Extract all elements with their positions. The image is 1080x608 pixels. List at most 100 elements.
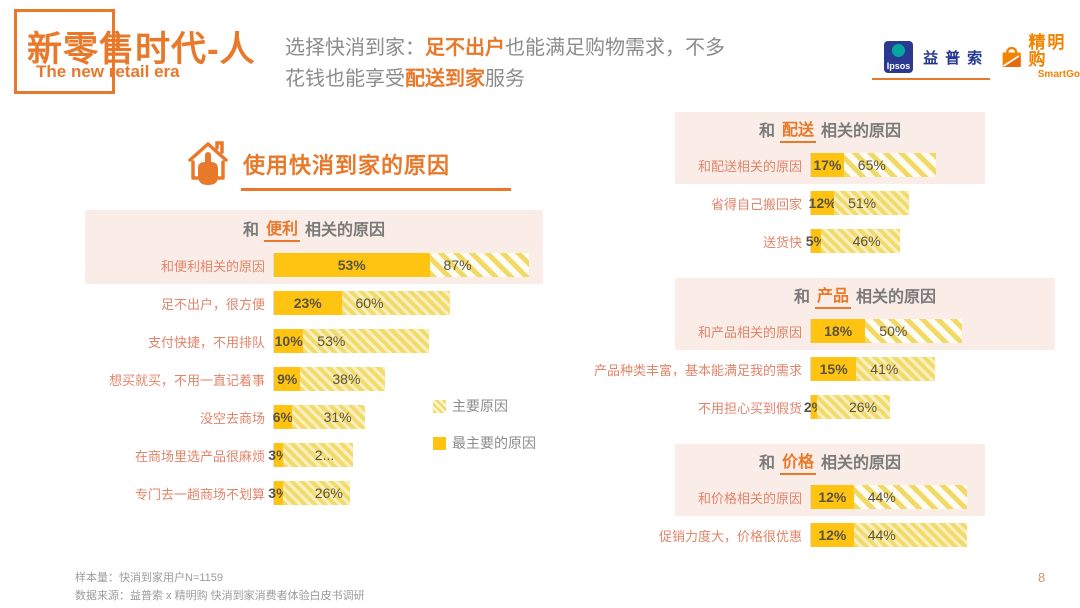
bar-hatch-segment: 46% [820, 229, 900, 253]
chart-title-keyword: 配送 [779, 116, 816, 143]
chart-rows: 和产品相关的原因 18% 50% 产品种类丰富，基本能满足我的需求 15% 41% 不用担心… [575, 312, 1080, 426]
bar-total-value: 41% [870, 361, 899, 377]
bar-total-value: 38% [332, 371, 361, 387]
chart-title-suffix: 相关的原因 [305, 222, 386, 239]
tagline: 选择快消到家：足不出户也能满足购物需求，不多 花钱也能享受配送到家服务 [285, 33, 725, 95]
smartgo-english-name: SmartGo [1037, 69, 1080, 80]
row-label: 和配送相关的原因 [697, 158, 802, 174]
chart-row: 支付快捷，不用排队 10% 53% [85, 322, 543, 360]
chart-title: 和产品 相关的原因 [675, 278, 1055, 312]
chart-row: 在商场里选产品很麻烦 3% 2... [85, 436, 543, 474]
chart-row: 送货快 5% 46% [575, 222, 1080, 260]
sample-size-note: 样本量：快消到家用户N=1159 [75, 572, 224, 584]
house-hand-icon [188, 141, 228, 185]
header-divider [872, 78, 990, 80]
bar-total-value: 51% [848, 195, 877, 211]
chart-rows: 和便利相关的原因 53% 87% 足不出户，很方便 23% 60% 支付快捷，不用排队 10%… [85, 246, 543, 512]
bar-total-value: 46% [852, 233, 881, 249]
chart-row: 和价格相关的原因 12% 44% [575, 478, 1080, 516]
bar-total-value: 53% [317, 333, 346, 349]
chart-row: 和便利相关的原因 53% 87% [85, 246, 543, 284]
bar-track: 2% 26% [804, 395, 970, 419]
bar-solid-segment: 17% [811, 153, 844, 177]
chart-row: 专门去一趟商场不划算 3% 26% [85, 474, 543, 512]
bar-total-value: 31% [323, 409, 352, 425]
section-title-underline: 使用快消到家的原因 [241, 138, 511, 191]
bar-track: 10% 53% [273, 329, 543, 353]
tagline-line2: 花钱也能享受配送到家服务 [285, 68, 525, 90]
bar-solid-value: 53% [337, 257, 366, 273]
page-title-english: The new retail era [36, 62, 180, 81]
bar-solid-segment: 3% [268, 481, 289, 505]
bar-solid-segment: 23% [274, 291, 342, 315]
chart-row: 足不出户，很方便 23% 60% [85, 284, 543, 322]
bar-total-value: 65% [857, 157, 886, 173]
bar-track: 53% 87% [273, 253, 543, 277]
ipsos-logo-icon: Ipsos [884, 41, 914, 73]
bar-hatch-segment: 65% [843, 153, 937, 177]
bar-solid-value: 10% [274, 333, 303, 349]
chart-title: 和便利 相关的原因 [85, 210, 543, 246]
chart-price: 和价格 相关的原因 和价格相关的原因 12% 44% 促销力度大，价格很优惠 12% 44% [575, 444, 1080, 554]
row-label: 送货快 [762, 234, 802, 250]
bar-solid-segment: 10% [274, 329, 304, 353]
chart-title-prefix: 和 [758, 123, 775, 140]
row-label: 和产品相关的原因 [697, 324, 802, 340]
ipsos-circle-icon [892, 44, 905, 57]
chart-row: 想买就买，不用一直记着事 9% 38% [85, 360, 543, 398]
chart-rows: 和配送相关的原因 17% 65% 省得自己搬回家 12% 51% 送货快 5% 46% [575, 146, 1080, 260]
bar-track: 12% 51% [809, 191, 945, 215]
bar-hatch-segment: 51% [834, 191, 910, 215]
smartgo-chinese-name: 精明购 [1028, 33, 1067, 69]
data-source-note: 数据来源：益普索 x 精明购 快消到家消费者体验白皮书调研 [75, 590, 365, 602]
bar-solid-value: 15% [819, 361, 848, 377]
bar-hatch-segment: 31% [291, 405, 365, 429]
legend-item-main-reason: 主要原因 [433, 396, 536, 416]
smartgo-logo: 精明购 SmartGo [999, 34, 1080, 80]
bar-hatch-segment: 41% [856, 357, 935, 381]
legend-label: 主要原因 [452, 398, 508, 414]
chart-title-prefix: 和 [793, 289, 810, 306]
logo-group: Ipsos 益普索 精明购 SmartGo [884, 34, 1080, 80]
chart-delivery: 和配送 相关的原因 和配送相关的原因 17% 65% 省得自己搬回家 12% 51% 送货快 5… [575, 112, 1080, 260]
bar-hatch-segment: 44% [853, 485, 968, 509]
page-number: 8 [1038, 570, 1046, 585]
section-title: 使用快消到家的原因 [243, 153, 451, 178]
row-label: 足不出户，很方便 [160, 296, 265, 312]
bar-track: 3% 26% [268, 481, 543, 505]
row-label: 和便利相关的原因 [160, 258, 265, 274]
chart-title-suffix: 相关的原因 [821, 455, 902, 472]
bar-track: 23% 60% [273, 291, 543, 315]
tagline-highlight-1: 足不出户 [425, 37, 505, 59]
tagline-line1: 选择快消到家：足不出户也能满足购物需求，不多 [285, 37, 725, 59]
chart-row: 产品种类丰富，基本能满足我的需求 15% 41% [575, 350, 1080, 388]
shopping-bag-icon [1002, 46, 1021, 67]
bar-hatch-segment: 60% [341, 291, 451, 315]
bar-solid-segment: 12% [809, 191, 837, 215]
bar-solid-value: 18% [824, 323, 853, 339]
bar-hatch-segment: 2... [282, 443, 354, 467]
chart-title-suffix: 相关的原因 [821, 123, 902, 140]
bar-solid-value: 12% [818, 489, 847, 505]
row-label: 想买就买，不用一直记着事 [108, 372, 265, 388]
chart-title-keyword: 价格 [779, 448, 816, 475]
page-title: 新零售时代-人 [27, 30, 256, 69]
tagline-highlight-2: 配送到家 [405, 68, 485, 90]
bar-solid-segment: 12% [811, 523, 854, 547]
section-heading: 使用快消到家的原因 [183, 138, 511, 191]
bar-hatch-segment: 26% [817, 395, 890, 419]
chart-row: 和配送相关的原因 17% 65% [575, 146, 1080, 184]
chart-rows: 和价格相关的原因 12% 44% 促销力度大，价格很优惠 12% 44% [575, 478, 1080, 554]
chart-row: 省得自己搬回家 12% 51% [575, 184, 1080, 222]
row-label: 专门去一趟商场不划算 [134, 486, 265, 502]
bar-solid-value: 6% [272, 409, 293, 425]
bar-solid-segment: 9% [274, 367, 301, 391]
bar-solid-value: 23% [293, 295, 322, 311]
chart-title-prefix: 和 [242, 222, 259, 239]
bar-track: 5% 46% [806, 229, 945, 253]
row-label: 支付快捷，不用排队 [147, 334, 265, 350]
bar-track: 9% 38% [273, 367, 543, 391]
bar-solid-value: 12% [818, 527, 847, 543]
bar-track: 6% 31% [273, 405, 543, 429]
bar-solid-value: 17% [813, 157, 842, 173]
